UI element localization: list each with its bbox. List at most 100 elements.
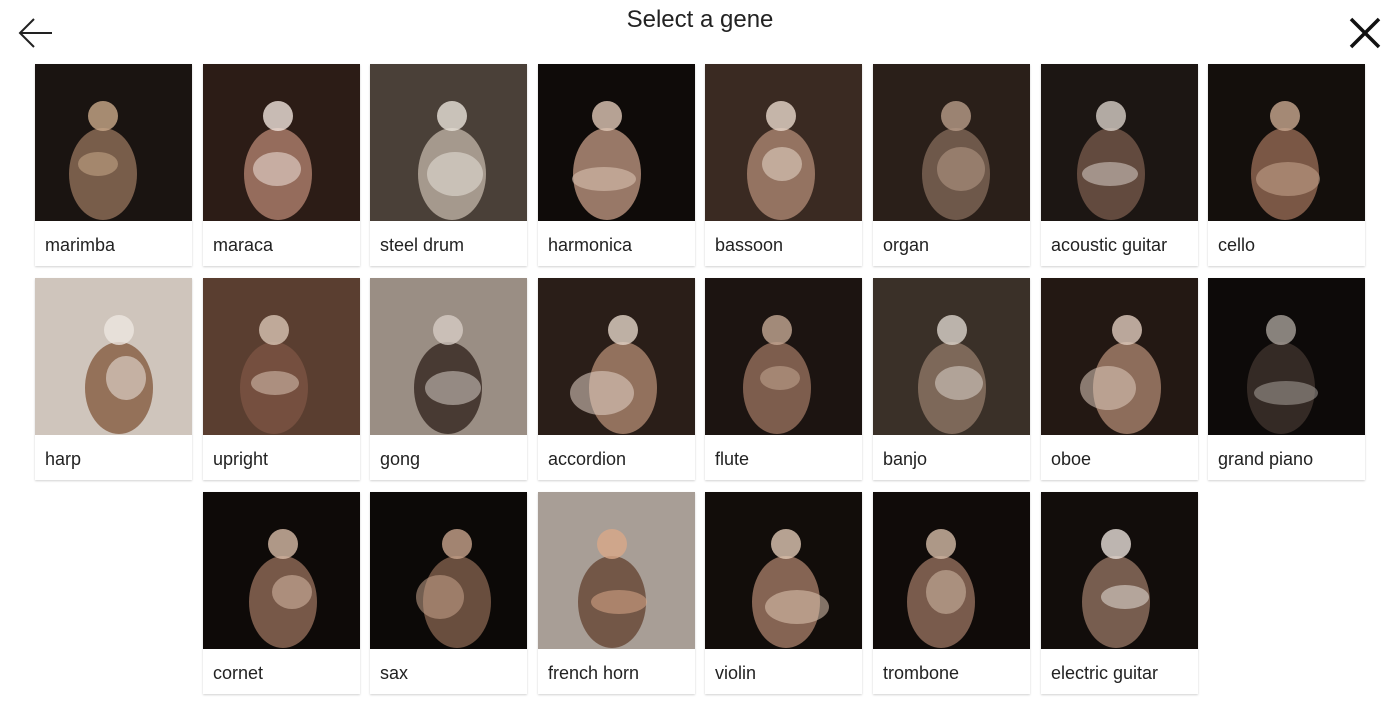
- gene-label: violin: [715, 663, 756, 684]
- thumbnail-instrument: [427, 152, 483, 196]
- gene-card-maraca[interactable]: maraca: [203, 64, 360, 266]
- gene-label: upright: [213, 449, 268, 470]
- gene-thumbnail: [873, 492, 1030, 649]
- gene-card-marimba[interactable]: marimba: [35, 64, 192, 266]
- gene-thumbnail-image: [1208, 278, 1365, 435]
- gene-thumbnail: [370, 278, 527, 435]
- thumbnail-head: [766, 101, 796, 131]
- gene-card-organ[interactable]: organ: [873, 64, 1030, 266]
- gene-card-banjo[interactable]: banjo: [873, 278, 1030, 480]
- thumbnail-instrument: [78, 152, 118, 176]
- gene-card-oboe[interactable]: oboe: [1041, 278, 1198, 480]
- gene-label: organ: [883, 235, 929, 256]
- thumbnail-head: [597, 529, 627, 559]
- gene-label: trombone: [883, 663, 959, 684]
- gene-card-steel-drum[interactable]: steel drum: [370, 64, 527, 266]
- gene-label: cornet: [213, 663, 263, 684]
- gene-card-bassoon[interactable]: bassoon: [705, 64, 862, 266]
- gene-label: grand piano: [1218, 449, 1313, 470]
- gene-card-trombone[interactable]: trombone: [873, 492, 1030, 694]
- thumbnail-head: [1266, 315, 1296, 345]
- thumbnail-head: [592, 101, 622, 131]
- gene-card-accordion[interactable]: accordion: [538, 278, 695, 480]
- gene-thumbnail-image: [203, 492, 360, 649]
- gene-card-violin[interactable]: violin: [705, 492, 862, 694]
- thumbnail-head: [433, 315, 463, 345]
- gene-thumbnail: [370, 492, 527, 649]
- thumbnail-head: [104, 315, 134, 345]
- gene-label: bassoon: [715, 235, 783, 256]
- gene-thumbnail: [538, 492, 695, 649]
- thumbnail-head: [259, 315, 289, 345]
- gene-thumbnail: [538, 278, 695, 435]
- gene-thumbnail: [1041, 278, 1198, 435]
- thumbnail-head: [437, 101, 467, 131]
- gene-label: cello: [1218, 235, 1255, 256]
- gene-label: acoustic guitar: [1051, 235, 1167, 256]
- gene-label: sax: [380, 663, 408, 684]
- thumbnail-instrument: [926, 570, 966, 614]
- thumbnail-head: [762, 315, 792, 345]
- thumbnail-head: [268, 529, 298, 559]
- gene-card-gong[interactable]: gong: [370, 278, 527, 480]
- gene-thumbnail-image: [35, 64, 192, 221]
- gene-card-acoustic-guitar[interactable]: acoustic guitar: [1041, 64, 1198, 266]
- thumbnail-head: [941, 101, 971, 131]
- thumbnail-instrument: [1101, 585, 1149, 609]
- gene-thumbnail-image: [1041, 278, 1198, 435]
- gene-label: flute: [715, 449, 749, 470]
- thumbnail-instrument: [425, 371, 481, 405]
- thumbnail-instrument: [591, 590, 647, 614]
- thumbnail-head: [442, 529, 472, 559]
- gene-label: french horn: [548, 663, 639, 684]
- gene-thumbnail: [1208, 278, 1365, 435]
- gene-label: accordion: [548, 449, 626, 470]
- thumbnail-instrument: [570, 371, 634, 415]
- gene-thumbnail-image: [1208, 64, 1365, 221]
- gene-thumbnail: [873, 64, 1030, 221]
- thumbnail-instrument: [106, 356, 146, 400]
- thumbnail-head: [926, 529, 956, 559]
- gene-card-cornet[interactable]: cornet: [203, 492, 360, 694]
- thumbnail-instrument: [765, 590, 829, 624]
- gene-thumbnail: [35, 278, 192, 435]
- gene-label: gong: [380, 449, 420, 470]
- gene-label: electric guitar: [1051, 663, 1158, 684]
- thumbnail-instrument: [272, 575, 312, 609]
- gene-thumbnail-image: [35, 278, 192, 435]
- gene-card-grand-piano[interactable]: grand piano: [1208, 278, 1365, 480]
- gene-thumbnail-image: [873, 278, 1030, 435]
- gene-thumbnail-image: [1041, 492, 1198, 649]
- gene-label: maraca: [213, 235, 273, 256]
- gene-card-harmonica[interactable]: harmonica: [538, 64, 695, 266]
- gene-label: steel drum: [380, 235, 464, 256]
- gene-card-harp[interactable]: harp: [35, 278, 192, 480]
- gene-card-sax[interactable]: sax: [370, 492, 527, 694]
- gene-thumbnail: [203, 492, 360, 649]
- gene-card-upright[interactable]: upright: [203, 278, 360, 480]
- thumbnail-head: [1270, 101, 1300, 131]
- thumbnail-head: [771, 529, 801, 559]
- gene-thumbnail: [203, 278, 360, 435]
- gene-thumbnail-image: [370, 492, 527, 649]
- thumbnail-head: [1096, 101, 1126, 131]
- thumbnail-head: [608, 315, 638, 345]
- gene-label: marimba: [45, 235, 115, 256]
- gene-thumbnail: [1041, 492, 1198, 649]
- gene-card-flute[interactable]: flute: [705, 278, 862, 480]
- thumbnail-instrument: [251, 371, 299, 395]
- gene-card-electric-guitar[interactable]: electric guitar: [1041, 492, 1198, 694]
- gene-thumbnail: [1041, 64, 1198, 221]
- gene-thumbnail-image: [705, 64, 862, 221]
- thumbnail-instrument: [253, 152, 301, 186]
- gene-thumbnail-image: [873, 492, 1030, 649]
- gene-thumbnail-image: [538, 64, 695, 221]
- gene-thumbnail: [370, 64, 527, 221]
- gene-thumbnail: [705, 64, 862, 221]
- gene-thumbnail: [1208, 64, 1365, 221]
- thumbnail-head: [1112, 315, 1142, 345]
- thumbnail-instrument: [937, 147, 985, 191]
- gene-card-cello[interactable]: cello: [1208, 64, 1365, 266]
- gene-card-french-horn[interactable]: french horn: [538, 492, 695, 694]
